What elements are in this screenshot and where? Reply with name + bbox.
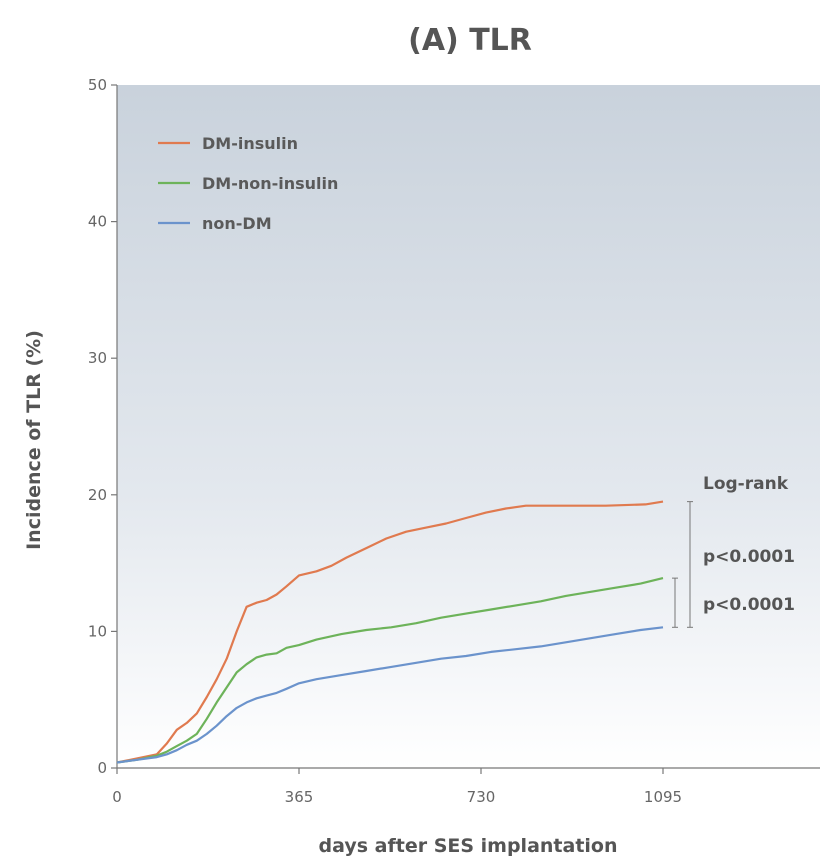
series-line-non-dm xyxy=(116,626,664,764)
y-tick-label: 0 xyxy=(97,759,107,777)
significance-annotations: Log-rank p<0.0001 p<0.0001 xyxy=(672,474,795,628)
series-line-dm-non-insulin xyxy=(116,577,664,764)
y-tick-label: 30 xyxy=(88,349,107,367)
legend-label: DM-insulin xyxy=(202,134,298,153)
x-tick-label: 730 xyxy=(467,788,496,806)
x-tick-label: 365 xyxy=(285,788,314,806)
plot-area xyxy=(117,85,820,768)
chart-title: (A) TLR xyxy=(408,23,532,58)
y-axis-title: Incidence of TLR (%) xyxy=(23,330,45,550)
series-line-dm-insulin xyxy=(116,500,664,764)
y-axis: 0 10 20 30 40 50 xyxy=(88,76,118,777)
x-tick-label: 0 xyxy=(112,788,122,806)
logrank-label: Log-rank xyxy=(703,474,789,494)
x-axis-title: days after SES implantation xyxy=(319,835,618,857)
p-value-insulin: p<0.0001 xyxy=(703,547,795,567)
series-group xyxy=(116,500,664,764)
x-axis: 0 365 730 1095 xyxy=(112,767,820,806)
p-value-noninsulin: p<0.0001 xyxy=(703,595,795,615)
y-tick-label: 10 xyxy=(88,622,107,640)
x-tick-label: 1095 xyxy=(644,788,682,806)
y-tick-label: 50 xyxy=(88,76,107,94)
legend: DM-insulin DM-non-insulin non-DM xyxy=(158,134,338,233)
y-tick-label: 40 xyxy=(88,213,107,231)
legend-label: non-DM xyxy=(202,214,272,233)
legend-label: DM-non-insulin xyxy=(202,174,338,193)
y-tick-label: 20 xyxy=(88,486,107,504)
